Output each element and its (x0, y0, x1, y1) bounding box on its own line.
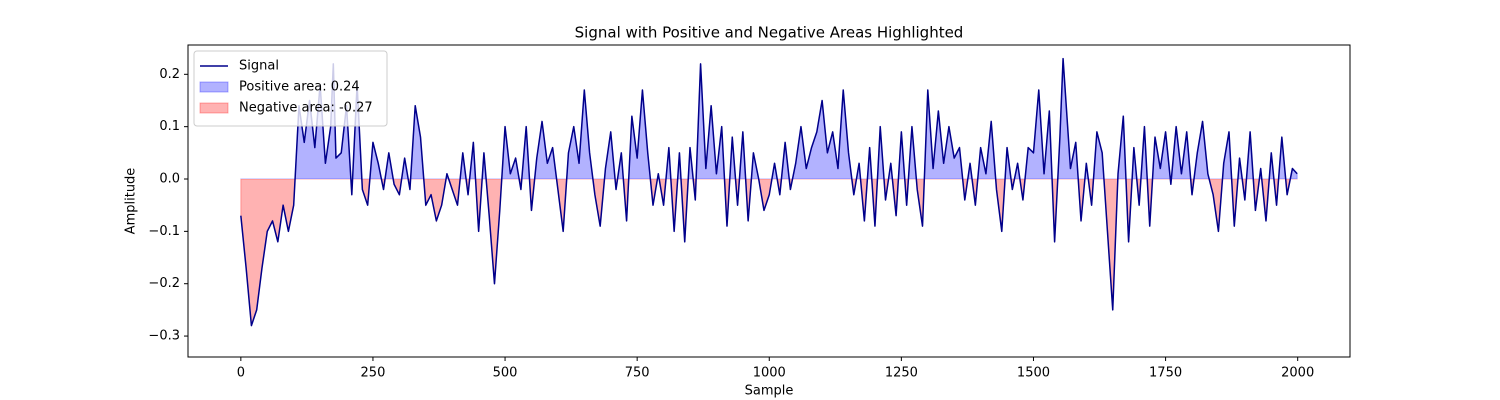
x-tick-label: 1500 (1017, 366, 1050, 381)
y-tick-label: 0.0 (159, 172, 180, 187)
x-tick-label: 0 (237, 366, 245, 381)
x-tick-label: 250 (361, 366, 386, 381)
legend-patch (199, 102, 229, 114)
y-tick-label: −0.1 (148, 224, 180, 239)
x-tick-label: 750 (625, 366, 650, 381)
x-tick-label: 500 (493, 366, 518, 381)
x-tick-label: 2000 (1281, 366, 1314, 381)
x-tick-label: 1250 (885, 366, 918, 381)
y-tick-label: −0.2 (148, 276, 180, 291)
chart-title: Signal with Positive and Negative Areas … (575, 24, 964, 42)
y-tick-label: −0.3 (148, 329, 180, 344)
y-tick-label: 0.2 (159, 67, 180, 82)
signal-line (240, 57, 1298, 327)
y-axis-label: Amplitude (124, 168, 139, 235)
legend-label: Signal (239, 59, 279, 74)
y-tick-label: 0.1 (159, 119, 180, 134)
x-tick-label: 1000 (753, 366, 786, 381)
legend-patch (199, 81, 229, 93)
legend-label: Positive area: 0.24 (239, 80, 360, 95)
legend-label: Negative area: -0.27 (239, 101, 373, 116)
x-axis-label: Sample (745, 384, 794, 399)
x-tick-label: 1750 (1149, 366, 1182, 381)
legend-box (193, 50, 388, 127)
